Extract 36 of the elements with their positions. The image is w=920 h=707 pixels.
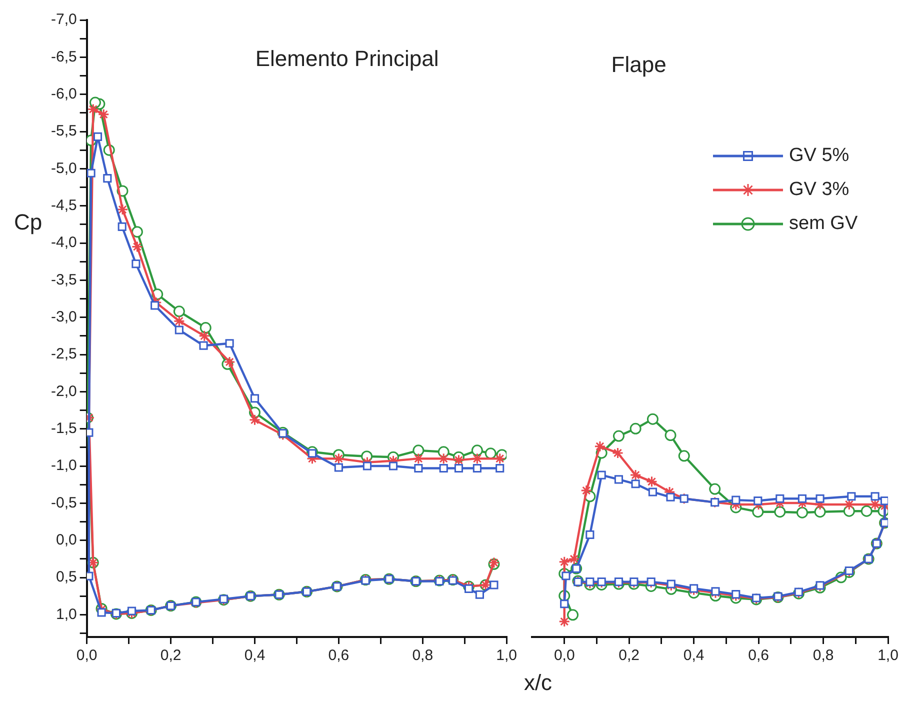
y-tick-label: -6,0 [50,85,77,102]
x-tick-label: 0,0 [554,647,575,664]
y-tick-label: -4,5 [50,196,77,214]
x-tick-label: 0,6 [328,647,350,664]
x-tick-label: 0,2 [618,647,640,664]
x-tick-label: 0,8 [412,647,434,664]
x-tick-label: 0,2 [160,647,182,664]
x-tick-label: 0,0 [76,647,98,664]
legend-label: GV 5% [789,145,850,166]
y-tick-label: -3,5 [50,271,77,288]
y-tick-label: -5,0 [50,160,77,177]
text: Flape [611,52,666,78]
y-tick-label: -7,0 [50,11,77,28]
y-tick-label: -2,5 [50,346,77,363]
x-axis-title: x/c [522,670,554,696]
y-axis-title: Cp [14,210,42,235]
y-tick-label: 0,0 [56,532,77,548]
y-tick-label: -1,5 [50,420,77,437]
y-tick-label: -3,0 [50,308,77,326]
text: Elemento Principal [255,46,439,72]
x-tick-label: 0,4 [683,647,704,664]
y-tick-label: -6,5 [50,48,77,66]
y-tick-label: 1,0 [56,606,77,623]
x-tick-label: 0,6 [748,647,769,664]
x-tick-label: 0,8 [812,647,834,664]
x-tick-label: 1,0 [496,647,518,664]
legend-label: sem GV [789,213,858,234]
y-tick-label: -0,5 [50,494,77,512]
y-tick-label: -2,0 [50,382,77,400]
x-tick-label: 1,0 [878,647,898,664]
y-tick-label: -4,0 [50,234,77,252]
x-tick-label: 0,4 [244,647,266,664]
y-tick-label: -5,5 [50,122,77,140]
legend-label: GV 3% [789,179,850,200]
y-tick-label: -1,0 [50,457,77,474]
y-tick-label: 0,5 [56,568,77,586]
